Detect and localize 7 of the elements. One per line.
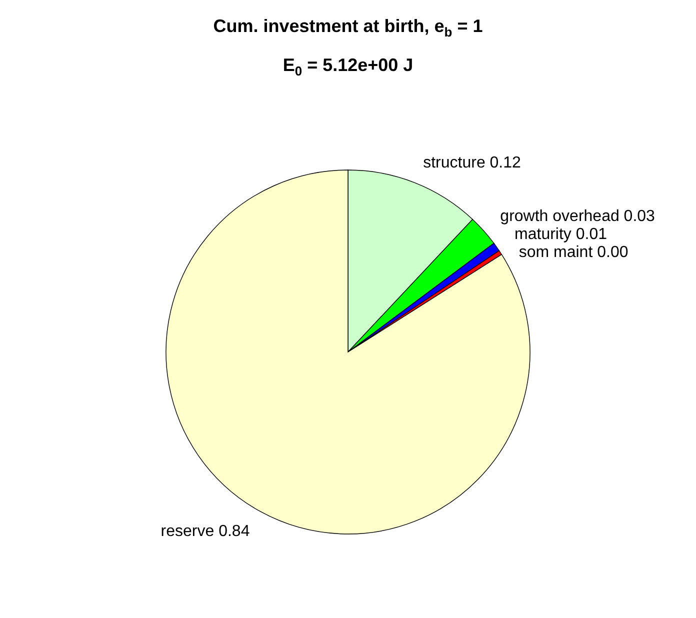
slice-label: reserve 0.84: [160, 522, 250, 540]
slice-label: structure 0.12: [423, 154, 522, 172]
chart-subtitle: E$_{0}$ = 5.12e+00 J: [282, 54, 414, 80]
slice-label: maturity 0.01: [514, 226, 608, 244]
chart-title: Cum. investment at birth, e$_{b}$ = 1: [212, 15, 484, 42]
slice-label: som maint 0.00: [518, 244, 628, 262]
slice-label: growth overhead 0.03: [500, 208, 656, 226]
